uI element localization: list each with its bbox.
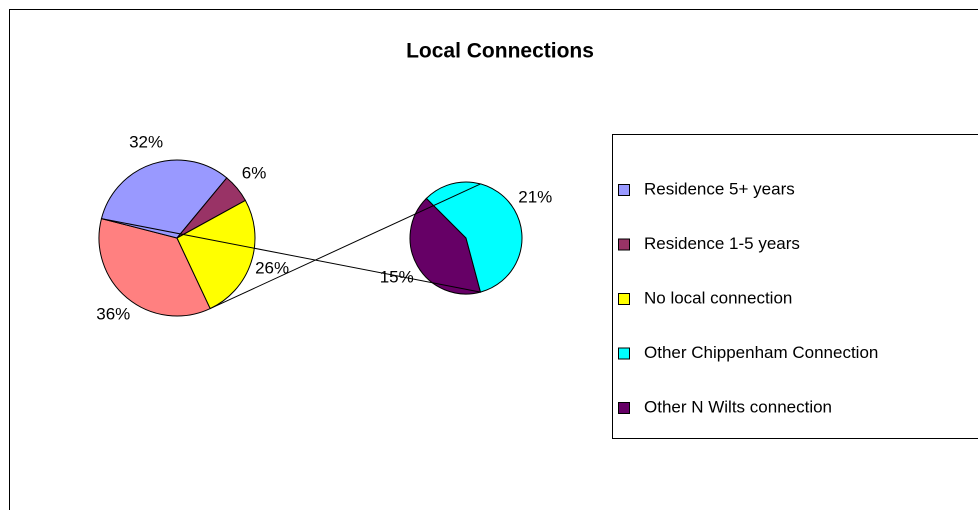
pie-slice xyxy=(425,181,523,293)
legend-label: Other N Wilts connection xyxy=(644,397,832,416)
legend-swatch xyxy=(618,293,630,305)
legend-label: Residence 1-5 years xyxy=(644,234,800,253)
data-label: 26% xyxy=(255,258,289,277)
legend-label: Residence 5+ years xyxy=(644,179,795,198)
connector-line xyxy=(210,183,481,310)
data-label: 6% xyxy=(242,164,267,183)
connector-line xyxy=(101,218,481,293)
data-label: 21% xyxy=(518,187,552,206)
pie-slice xyxy=(409,197,482,295)
legend-swatch xyxy=(618,238,630,251)
legend-box xyxy=(612,134,978,439)
pie-slice xyxy=(176,199,256,310)
data-label: 32% xyxy=(129,132,163,151)
data-label: 15% xyxy=(380,267,414,286)
pie-slice xyxy=(98,217,211,317)
chart-title: Local Connections xyxy=(406,40,594,63)
legend-swatch xyxy=(618,184,630,196)
data-label: 36% xyxy=(96,305,130,324)
legend-label: Other Chippenham Connection xyxy=(644,343,878,362)
pie-slice xyxy=(100,159,228,239)
legend-label: No local connection xyxy=(644,288,792,307)
legend-swatch xyxy=(618,347,630,360)
legend-swatch xyxy=(618,402,630,414)
